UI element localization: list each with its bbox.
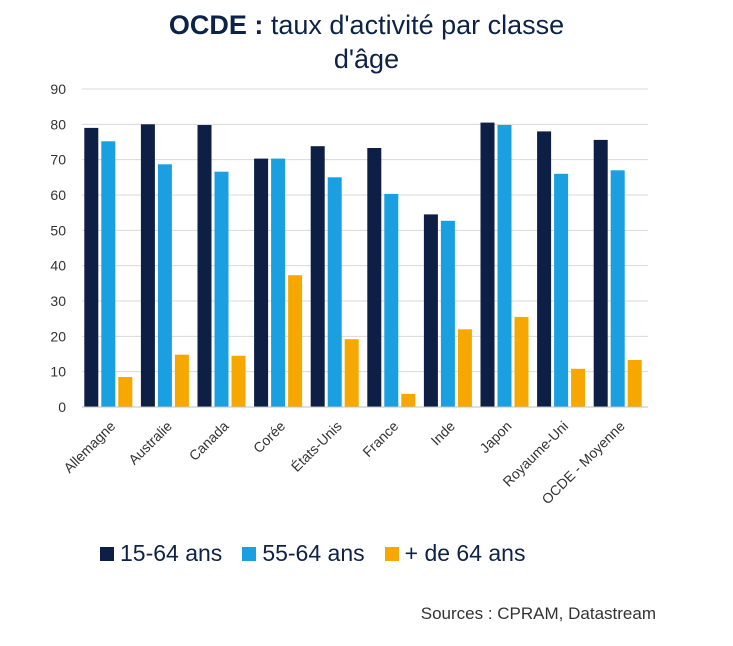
legend-label: 15-64 ans: [120, 540, 223, 566]
bar-s2: [610, 170, 625, 407]
bar-s2: [440, 220, 455, 407]
y-tick-label: 0: [58, 399, 66, 415]
bar-s3: [401, 393, 416, 407]
bar-s2: [497, 125, 512, 407]
y-tick-label: 80: [50, 116, 66, 132]
bar-s1: [197, 125, 212, 407]
bar-s2: [157, 164, 172, 407]
y-tick-label: 40: [50, 258, 66, 274]
legend-label: 55-64 ans: [262, 540, 365, 566]
bar-s3: [514, 316, 529, 407]
chart-title-line2: d'âge: [333, 44, 400, 74]
bar-s2: [327, 177, 342, 407]
legend-item: 55-64 ans: [242, 540, 365, 567]
legend: 15-64 ans 55-64 ans + de 64 ans: [100, 540, 545, 567]
bar-s2: [271, 158, 286, 407]
source-note: Sources : CPRAM, Datastream: [420, 604, 656, 623]
bar-s3: [571, 368, 586, 407]
bar-s1: [310, 146, 325, 407]
bar-s2: [554, 173, 569, 407]
bar-s1: [423, 214, 438, 407]
bar-s3: [627, 360, 642, 407]
gridlines: [82, 88, 648, 373]
bar-s1: [254, 158, 269, 407]
bar-s1: [593, 139, 608, 407]
x-tick-label: Allemagne: [60, 418, 118, 476]
bar-s3: [344, 339, 359, 407]
y-tick-label: 30: [50, 293, 66, 309]
bar-s2: [214, 171, 229, 407]
chart-title-bold: OCDE :: [168, 10, 264, 40]
bar-s1: [537, 131, 552, 407]
x-tick-label: Inde: [427, 418, 458, 449]
y-tick-label: 70: [50, 152, 66, 168]
legend-swatch: [384, 546, 399, 561]
x-axis: Allemagne Australie Canada Corée États-Unis F…: [60, 406, 648, 507]
bar-chart: 0 10 20 30 40 50 60 70 80 90 Allemagne Australie Ca…: [50, 81, 648, 507]
x-tick-label: France: [359, 418, 401, 460]
bar-s1: [367, 148, 382, 407]
y-tick-label: 50: [50, 222, 66, 238]
bar-s3: [174, 354, 189, 407]
y-axis: 0 10 20 30 40 50 60 70 80 90: [50, 81, 66, 415]
bar-s1: [140, 124, 155, 408]
y-tick-label: 10: [50, 364, 66, 380]
bar-s3: [118, 377, 133, 407]
bar-s3: [231, 355, 246, 407]
chart-title: OCDE : taux d'activité par classe d'âge: [0, 8, 733, 76]
chart-title-line1: taux d'activité par classe: [263, 10, 565, 40]
x-tick-label: États-Unis: [288, 418, 345, 475]
bar-s2: [384, 193, 399, 407]
legend-swatch: [100, 546, 114, 561]
bar-s3: [288, 275, 303, 407]
legend-label: + de 64 ans: [404, 540, 526, 566]
x-tick-label: Canada: [186, 418, 232, 464]
legend-item: + de 64 ans: [384, 540, 526, 567]
y-tick-label: 90: [50, 81, 66, 97]
x-tick-label: Japon: [476, 418, 514, 456]
bar-s3: [457, 329, 472, 407]
x-tick-label: Corée: [250, 418, 288, 456]
bar-s2: [101, 141, 116, 408]
bar-s1: [84, 127, 99, 408]
y-tick-label: 20: [50, 328, 66, 344]
x-tick-label: Australie: [125, 418, 175, 468]
bars: [84, 122, 642, 408]
bar-s1: [480, 122, 495, 407]
y-tick-label: 60: [50, 187, 66, 203]
legend-item: 15-64 ans: [100, 540, 222, 567]
legend-swatch: [242, 546, 257, 561]
